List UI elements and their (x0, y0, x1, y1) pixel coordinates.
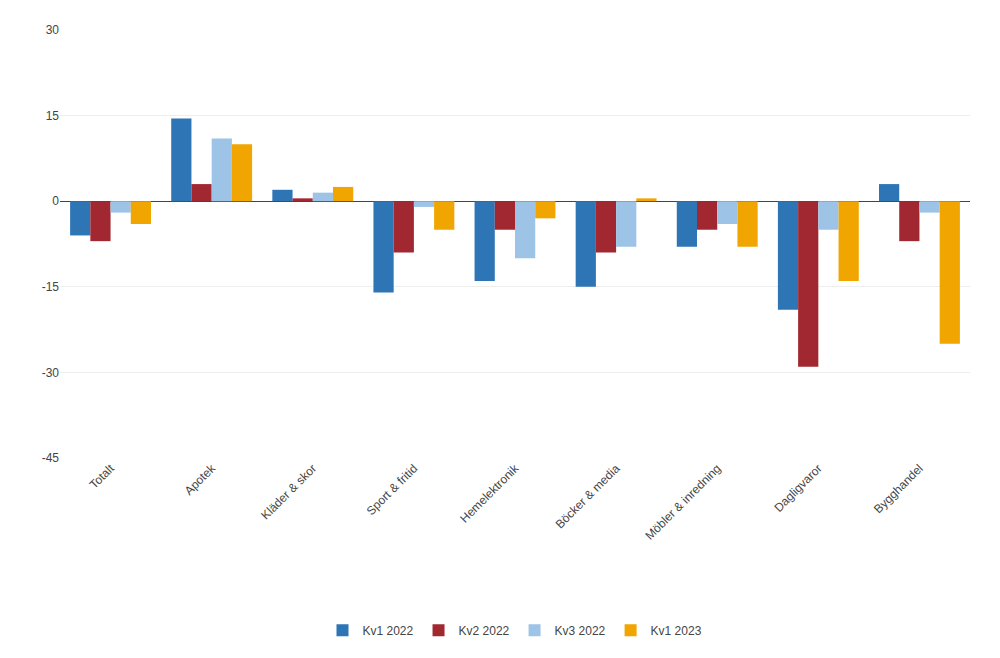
svg-text:Totalt: Totalt (87, 461, 118, 492)
svg-text:Kv1 2022: Kv1 2022 (363, 624, 414, 638)
svg-text:-30: -30 (42, 366, 60, 380)
svg-text:15: 15 (46, 109, 60, 123)
svg-text:Böcker & media: Böcker & media (553, 461, 623, 531)
svg-text:Möbler & inredning: Möbler & inredning (642, 461, 723, 542)
svg-text:0: 0 (52, 194, 59, 208)
svg-text:-15: -15 (42, 280, 60, 294)
svg-text:30: 30 (46, 23, 60, 37)
svg-text:Kv2 2022: Kv2 2022 (459, 624, 510, 638)
svg-text:Kv3 2022: Kv3 2022 (555, 624, 606, 638)
svg-text:Apotek: Apotek (182, 461, 219, 498)
svg-text:Dagligvaror: Dagligvaror (771, 461, 824, 514)
svg-text:Hemelektronik: Hemelektronik (457, 461, 522, 526)
svg-text:Sport & fritid: Sport & fritid (364, 461, 421, 518)
svg-text:Kv1 2023: Kv1 2023 (651, 624, 702, 638)
svg-text:Bygghandel: Bygghandel (871, 461, 926, 516)
svg-text:Kläder & skor: Kläder & skor (258, 461, 319, 522)
svg-text:-45: -45 (42, 451, 60, 465)
